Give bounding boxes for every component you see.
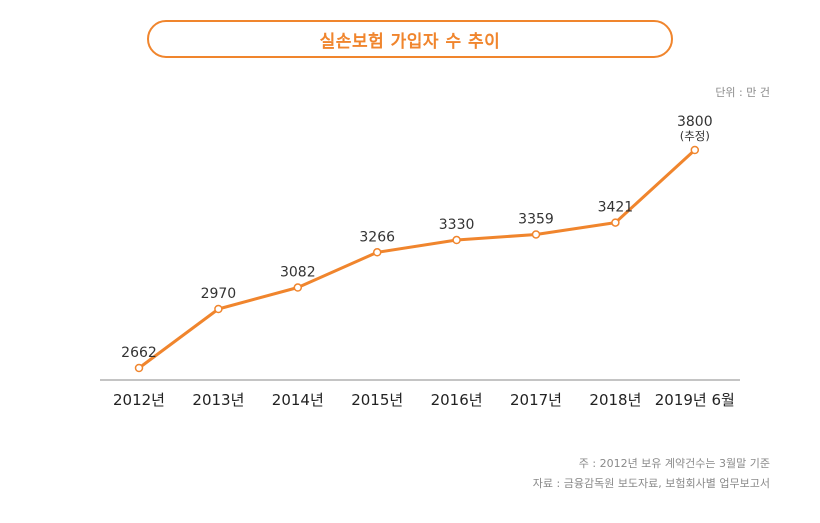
data-label: 3800 [677,114,713,130]
footnote-basis: 주 : 2012년 보유 계약건수는 3월말 기준 [578,457,770,470]
data-point [214,304,223,314]
data-point [531,230,541,239]
chart-title: 실손보험 가입자 수 추이 [147,20,673,58]
chart-title-text: 실손보험 가입자 수 추이 [319,31,501,52]
x-tick-label: 2012년 [113,391,165,409]
x-tick-label: 2016년 [431,391,483,409]
x-tick-label: 2015년 [351,391,403,409]
data-point [611,218,620,227]
x-tick-label: 2017년 [510,391,562,409]
data-label: 2662 [121,345,157,361]
series-line [137,148,697,370]
data-label: 3421 [598,200,634,216]
x-tick-label: 2013년 [192,391,244,409]
data-point [452,235,461,245]
data-point [372,248,382,257]
data-point [134,363,144,373]
x-tick-label: 2019년 6월 [655,391,735,409]
unit-label: 단위 : 만 건 [715,86,770,99]
data-point [690,145,700,155]
x-tick-label: 2014년 [272,391,324,409]
data-label: 3266 [359,229,395,245]
x-tick-label: 2018년 [589,391,641,409]
footnote-source: 자료 : 금융감독원 보도자료, 보험회사별 업무보고서 [532,477,770,490]
data-label: 3082 [280,265,316,281]
data-point [293,283,303,292]
data-label: 3359 [518,211,554,227]
data-annotation: (추정) [680,129,710,143]
data-label: 3330 [439,217,475,233]
x-tick-labels: 2012년 2013년 2014년 2015년 2016년 2017년 2018년 2019년… [113,391,735,409]
data-label: 2970 [201,286,237,302]
series-layer: 2662 2970 3082 3266 3330 3359 3421 3800(추정) [121,114,713,373]
